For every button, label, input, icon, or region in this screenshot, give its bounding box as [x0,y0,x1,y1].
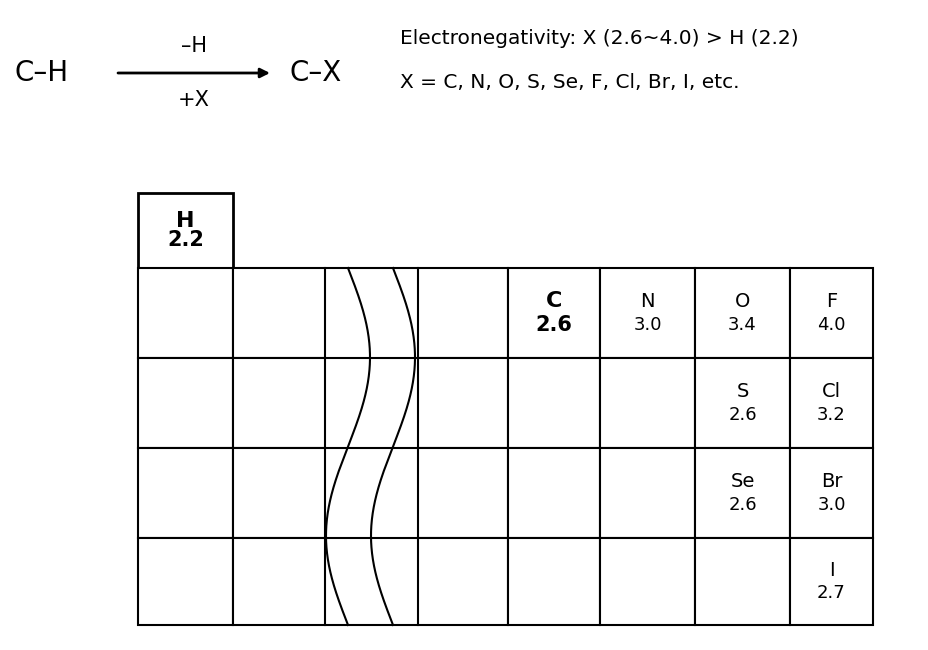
Text: O: O [734,292,750,311]
Text: 2.6: 2.6 [728,406,756,424]
Bar [599,358,694,448]
Text: 2.6: 2.6 [728,496,756,514]
Bar [508,448,599,538]
Bar [789,538,872,625]
Text: –H: –H [181,36,207,56]
Bar [233,268,325,358]
Text: N: N [639,292,654,311]
Bar [138,358,233,448]
Text: I: I [828,561,833,580]
Text: Br: Br [819,472,842,491]
Bar [599,268,694,358]
Text: C–X: C–X [290,59,342,87]
Text: 3.4: 3.4 [728,316,756,333]
Bar [418,268,508,358]
Text: X = C, N, O, S, Se, F, Cl, Br, I, etc.: X = C, N, O, S, Se, F, Cl, Br, I, etc. [400,73,739,92]
Text: C: C [546,291,561,311]
Bar [694,358,789,448]
Text: Cl: Cl [821,382,840,401]
Bar [789,448,872,538]
Text: Electronegativity: X (2.6∼4.0) > H (2.2): Electronegativity: X (2.6∼4.0) > H (2.2) [400,29,798,47]
Bar [138,448,233,538]
Text: Se: Se [729,472,754,491]
Bar [233,448,325,538]
Bar [508,358,599,448]
Bar [789,268,872,358]
Bar [418,358,508,448]
Bar [789,358,872,448]
Bar [694,448,789,538]
Bar [599,538,694,625]
Text: 2.2: 2.2 [167,230,204,250]
Bar [138,268,233,358]
Bar [233,538,325,625]
Bar [418,448,508,538]
Text: C–H: C–H [15,59,69,87]
Text: 3.0: 3.0 [633,316,661,333]
Bar [599,448,694,538]
Text: 3.0: 3.0 [817,496,844,514]
Text: H: H [176,211,195,231]
Text: 3.2: 3.2 [817,406,845,424]
Text: S: S [736,382,748,401]
Text: +X: +X [178,90,210,110]
Bar [233,358,325,448]
Text: 4.0: 4.0 [817,316,844,333]
Bar [508,538,599,625]
Text: 2.7: 2.7 [817,584,845,602]
Bar [138,538,233,625]
Bar [694,268,789,358]
Bar [138,193,233,268]
Bar [418,538,508,625]
Bar [508,268,599,358]
Text: 2.6: 2.6 [535,315,572,335]
Bar [694,538,789,625]
Text: F: F [825,292,836,311]
